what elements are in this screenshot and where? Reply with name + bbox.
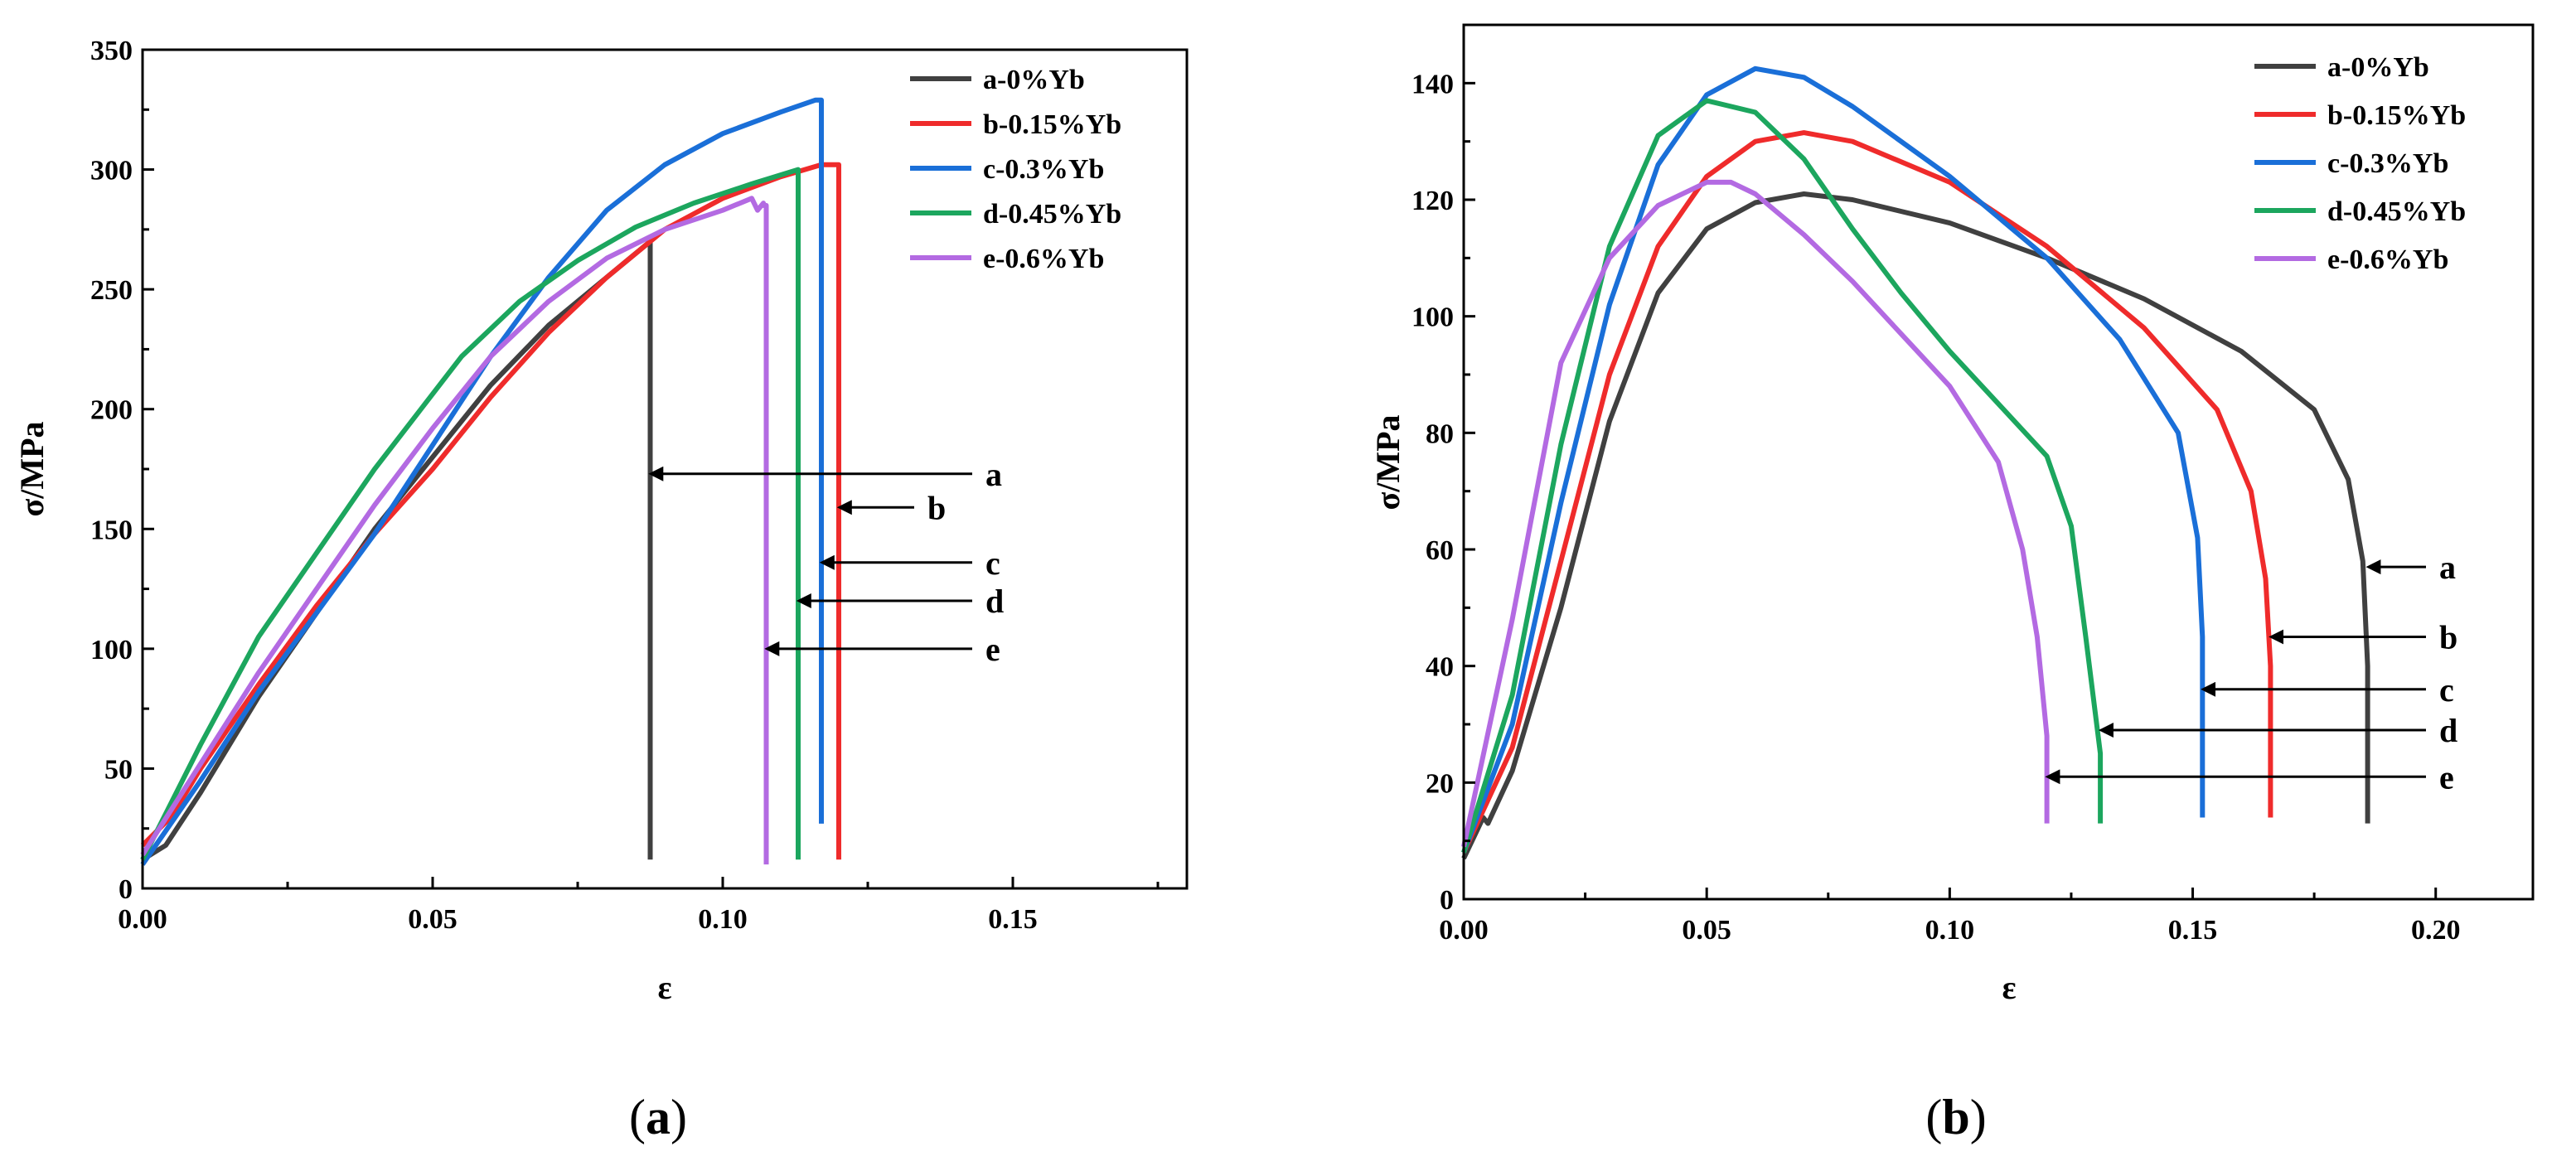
legend-label-b-2: b-0.15%Yb: [2327, 100, 2466, 131]
series-line-a-5: [140, 196, 769, 865]
caption-b-close: ): [1970, 1090, 1987, 1144]
x-tick-label-b-0: 0.00: [1439, 915, 1489, 946]
y-tick-label-a-6: 300: [90, 156, 133, 186]
annotation-label-b-a: a: [2439, 549, 2456, 586]
caption-a-open: (: [629, 1090, 646, 1144]
y-tick-label-a-3: 150: [90, 515, 133, 545]
annotations-layer-a: a b cde: [648, 456, 1004, 668]
y-tick-label-b-5: 100: [1411, 302, 1454, 333]
x-tick-label-a-2: 0.10: [698, 904, 748, 935]
annotation-label-b-c: c: [2439, 671, 2454, 709]
legend-label-a-5: e-0.6%Yb: [983, 244, 1104, 274]
annotation-label-b-b: b: [2439, 619, 2457, 656]
series-line-a-3: [140, 97, 824, 866]
caption-b-open: (: [1925, 1090, 1942, 1144]
series-layer-b: [1461, 65, 2370, 860]
ticks-layer-a: 0.00 0.05 0.10 0.15 0 50 100 150 200 250 300 350: [90, 36, 1160, 935]
annotation-label-a-c: c: [985, 544, 1000, 582]
x-axis-title-b: ε: [2002, 969, 2016, 1006]
annotation-label-a-e: e: [985, 631, 1000, 668]
x-tick-label-b-4: 0.20: [2411, 915, 2461, 946]
annotation-label-a-b: b: [927, 489, 946, 526]
legend-label-a-1: a-0%Yb: [983, 65, 1085, 95]
y-tick-label-a-2: 100: [90, 635, 133, 665]
caption-b: (b): [1925, 1090, 1986, 1144]
y-tick-label-a-1: 50: [104, 754, 133, 785]
legend-label-a-2: b-0.15%Yb: [983, 109, 1121, 140]
legend-a: a-0%Yb b-0.15%Yb c-0.3%Yb d-0.45%Yb e-0.6%Yb: [910, 65, 1121, 274]
annotation-label-b-e: e: [2439, 758, 2454, 796]
series-layer-a: [140, 97, 841, 866]
legend-label-b-3: c-0.3%Yb: [2327, 148, 2448, 179]
y-tick-label-b-6: 120: [1411, 186, 1454, 216]
x-axis-title-a: ε: [657, 969, 671, 1006]
x-tick-label-b-1: 0.05: [1682, 915, 1731, 946]
y-tick-label-b-1: 20: [1426, 768, 1454, 799]
chart-panel-a: 0.00 0.05 0.10 0.15 0 50 100 150 200 250 300 350 a b…: [13, 36, 1189, 1006]
ticks-layer-b: 0.00 0.05 0.10 0.15 0.20 0 20 40 60 80 100 120 140: [1411, 69, 2460, 946]
series-line-b-5: [1461, 179, 2050, 848]
x-tick-label-a-0: 0.00: [118, 904, 167, 935]
y-tick-label-a-0: 0: [119, 874, 133, 905]
annotation-label-a-a: a: [985, 456, 1002, 493]
caption-a-close: ): [671, 1090, 687, 1144]
y-axis-title-b: σ/MPa: [1369, 414, 1407, 510]
y-tick-label-b-2: 40: [1426, 652, 1454, 683]
legend-label-b-4: d-0.45%Yb: [2327, 196, 2466, 227]
legend-label-b-5: e-0.6%Yb: [2327, 244, 2448, 275]
series-line-a-1: [141, 239, 653, 862]
y-tick-label-a-5: 250: [90, 275, 133, 306]
y-tick-label-a-4: 200: [90, 395, 133, 426]
legend-label-a-4: d-0.45%Yb: [983, 199, 1121, 230]
series-line-a-2: [140, 162, 841, 860]
x-tick-label-a-3: 0.15: [988, 904, 1038, 935]
x-tick-label-b-3: 0.15: [2168, 915, 2218, 946]
legend-label-b-1: a-0%Yb: [2327, 52, 2429, 83]
plot-frame-b: [1462, 23, 2535, 901]
series-line-b-3: [1461, 65, 2206, 854]
series-line-a-4: [140, 167, 801, 861]
y-tick-label-b-4: 80: [1426, 419, 1454, 449]
caption-a-letter: a: [646, 1090, 671, 1144]
y-axis-title-a: σ/MPa: [13, 421, 51, 516]
y-tick-label-a-7: 350: [90, 36, 133, 66]
legend-b: a-0%Yb b-0.15%Yb c-0.3%Yb d-0.45%Yb e-0.6%Yb: [2254, 52, 2466, 275]
x-tick-label-b-2: 0.10: [1925, 915, 1975, 946]
annotation-label-b-d: d: [2439, 712, 2457, 749]
series-line-b-4: [1461, 98, 2104, 854]
series-line-b-2: [1461, 130, 2273, 854]
y-tick-label-b-0: 0: [1440, 885, 1454, 916]
y-tick-label-b-7: 140: [1411, 69, 1454, 99]
annotation-label-a-d: d: [985, 583, 1004, 620]
chart-panel-b: 0.00 0.05 0.10 0.15 0.20 0 20 40 60 80 100 120 140 a…: [1369, 23, 2535, 1006]
caption-b-letter: b: [1942, 1090, 1969, 1144]
x-tick-label-a-1: 0.05: [408, 904, 458, 935]
legend-label-a-3: c-0.3%Yb: [983, 154, 1104, 185]
caption-a: (a): [629, 1090, 687, 1144]
y-tick-label-b-3: 60: [1426, 535, 1454, 566]
